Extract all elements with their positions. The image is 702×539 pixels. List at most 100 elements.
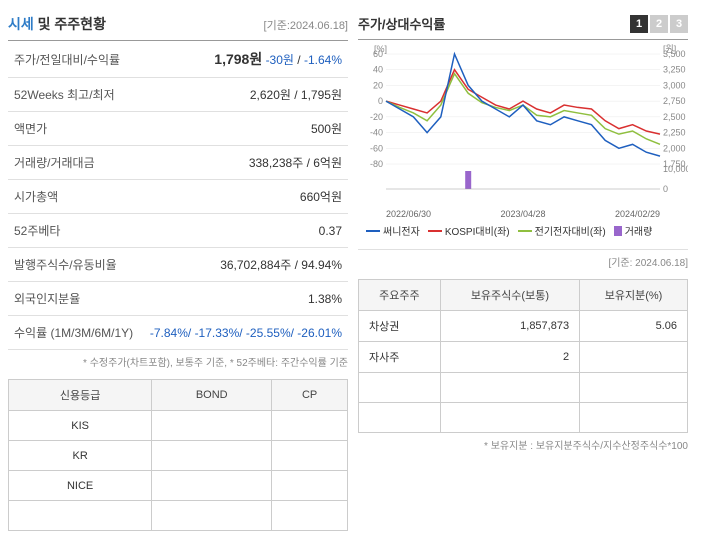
cell (152, 411, 272, 441)
table-row: 차상권1,857,8735.06 (359, 311, 688, 342)
table-row: 주가/전일대비/수익률1,798원 -30원 / -1.64% (8, 41, 348, 78)
title-rest: 및 주주현황 (34, 16, 106, 32)
svg-text:3,000: 3,000 (663, 80, 686, 90)
row-value: 2,620원 / 1,795원 (141, 78, 348, 112)
legend-item: 써니전자 (366, 223, 420, 238)
row-value: -7.84%/ -17.33%/ -25.55%/ -26.01% (141, 316, 348, 350)
svg-text:3,250: 3,250 (663, 65, 686, 75)
table-row: NICE (9, 471, 348, 501)
table-row: KR (9, 441, 348, 471)
table-row: 시가총액660억원 (8, 180, 348, 214)
chart-title: 주가/상대수익률 (358, 14, 445, 33)
row-label: 거래량/거래대금 (8, 146, 141, 180)
row-label: 52주베타 (8, 214, 141, 248)
svg-text:-20: -20 (370, 112, 383, 122)
svg-text:2,750: 2,750 (663, 96, 686, 106)
column-header: BOND (152, 380, 272, 411)
table-row: 52주베타0.37 (8, 214, 348, 248)
table-row: 발행주식수/유동비율36,702,884주 / 94.94% (8, 248, 348, 282)
table-row: 외국인지분율1.38% (8, 282, 348, 316)
price-info-table: 주가/전일대비/수익률1,798원 -30원 / -1.64%52Weeks 최… (8, 41, 348, 350)
cell: KR (9, 441, 152, 471)
date-reference: [기준:2024.06.18] (264, 17, 348, 33)
column-header: 주요주주 (359, 280, 441, 311)
row-value: 1.38% (141, 282, 348, 316)
chart-tabs: 123 (630, 15, 688, 33)
price-footnote: * 수정주가(차트포함), 보통주 기준, * 52주베타: 주간수익률 기준 (8, 350, 348, 373)
cell (272, 441, 348, 471)
chart-legend: 써니전자 KOSPI대비(좌) 전기전자대비(좌) 거래량 (358, 219, 688, 242)
title-accent: 시세 (8, 16, 34, 32)
legend-item: 거래량 (614, 223, 653, 238)
chart-x-axis: 2022/06/30 2023/04/28 2024/02/29 (358, 207, 688, 219)
section-header-left: 시세 및 주주현황 [기준:2024.06.18] (8, 8, 348, 41)
row-label: 액면가 (8, 112, 141, 146)
legend-item: KOSPI대비(좌) (428, 223, 510, 238)
chart-area: 603,500403,250203,00002,750-202,500-402,… (358, 40, 688, 250)
shareholder-date-ref: [기준: 2024.06.18] (358, 250, 688, 273)
chart-tab-1[interactable]: 1 (630, 15, 648, 33)
cell (152, 441, 272, 471)
table-row (359, 403, 688, 433)
table-row: 자사주2 (359, 342, 688, 373)
table-row: 수익률 (1M/3M/6M/1Y)-7.84%/ -17.33%/ -25.55… (8, 316, 348, 350)
row-value: 36,702,884주 / 94.94% (141, 248, 348, 282)
svg-text:[%]: [%] (374, 44, 387, 54)
cell: 1,857,873 (440, 311, 579, 342)
svg-text:-40: -40 (370, 128, 383, 138)
cell: KIS (9, 411, 152, 441)
row-label: 시가총액 (8, 180, 141, 214)
table-row: KIS (9, 411, 348, 441)
row-label: 발행주식수/유동비율 (8, 248, 141, 282)
x-axis-label: 2023/04/28 (500, 209, 545, 219)
section-title: 시세 및 주주현황 (8, 14, 106, 34)
row-label: 주가/전일대비/수익률 (8, 41, 141, 78)
svg-text:-60: -60 (370, 143, 383, 153)
cell (272, 411, 348, 441)
column-header: 보유주식수(보통) (440, 280, 579, 311)
row-label: 수익률 (1M/3M/6M/1Y) (8, 316, 141, 350)
row-value: 500원 (141, 112, 348, 146)
svg-text:2,000: 2,000 (663, 143, 686, 153)
table-row: 52Weeks 최고/최저2,620원 / 1,795원 (8, 78, 348, 112)
svg-text:[원]: [원] (663, 44, 676, 54)
svg-text:10,000,000: 10,000,000 (663, 164, 688, 174)
table-row (359, 373, 688, 403)
cell (580, 342, 688, 373)
x-axis-label: 2022/06/30 (386, 209, 431, 219)
svg-text:40: 40 (373, 65, 383, 75)
shareholder-table: 주요주주보유주식수(보통)보유지분(%) 차상권1,857,8735.06자사주… (358, 279, 688, 433)
relative-return-chart: 603,500403,250203,00002,750-202,500-402,… (358, 44, 688, 204)
column-header: 보유지분(%) (580, 280, 688, 311)
row-value: 0.37 (141, 214, 348, 248)
cell: 자사주 (359, 342, 441, 373)
column-header: 신용등급 (9, 380, 152, 411)
chart-tab-2[interactable]: 2 (650, 15, 668, 33)
legend-item: 전기전자대비(좌) (518, 223, 606, 238)
x-axis-label: 2024/02/29 (615, 209, 660, 219)
cell: 5.06 (580, 311, 688, 342)
table-row (9, 501, 348, 531)
svg-text:20: 20 (373, 80, 383, 90)
credit-rating-table: 신용등급BONDCP KISKRNICE (8, 379, 348, 531)
chart-header: 주가/상대수익률 123 (358, 8, 688, 40)
row-label: 52Weeks 최고/최저 (8, 78, 141, 112)
svg-text:0: 0 (378, 96, 383, 106)
shareholder-footnote: * 보유지분 : 보유지분주식수/지수산정주식수*100 (358, 433, 688, 456)
cell (152, 471, 272, 501)
cell: 2 (440, 342, 579, 373)
svg-text:2,250: 2,250 (663, 128, 686, 138)
row-value: 1,798원 -30원 / -1.64% (141, 41, 348, 78)
chart-tab-3[interactable]: 3 (670, 15, 688, 33)
svg-text:2,500: 2,500 (663, 112, 686, 122)
table-row: 거래량/거래대금338,238주 / 6억원 (8, 146, 348, 180)
cell: NICE (9, 471, 152, 501)
column-header: CP (272, 380, 348, 411)
row-label: 외국인지분율 (8, 282, 141, 316)
cell (272, 471, 348, 501)
cell: 차상권 (359, 311, 441, 342)
table-row: 액면가500원 (8, 112, 348, 146)
row-value: 338,238주 / 6억원 (141, 146, 348, 180)
svg-text:0: 0 (663, 184, 668, 194)
row-value: 660억원 (141, 180, 348, 214)
